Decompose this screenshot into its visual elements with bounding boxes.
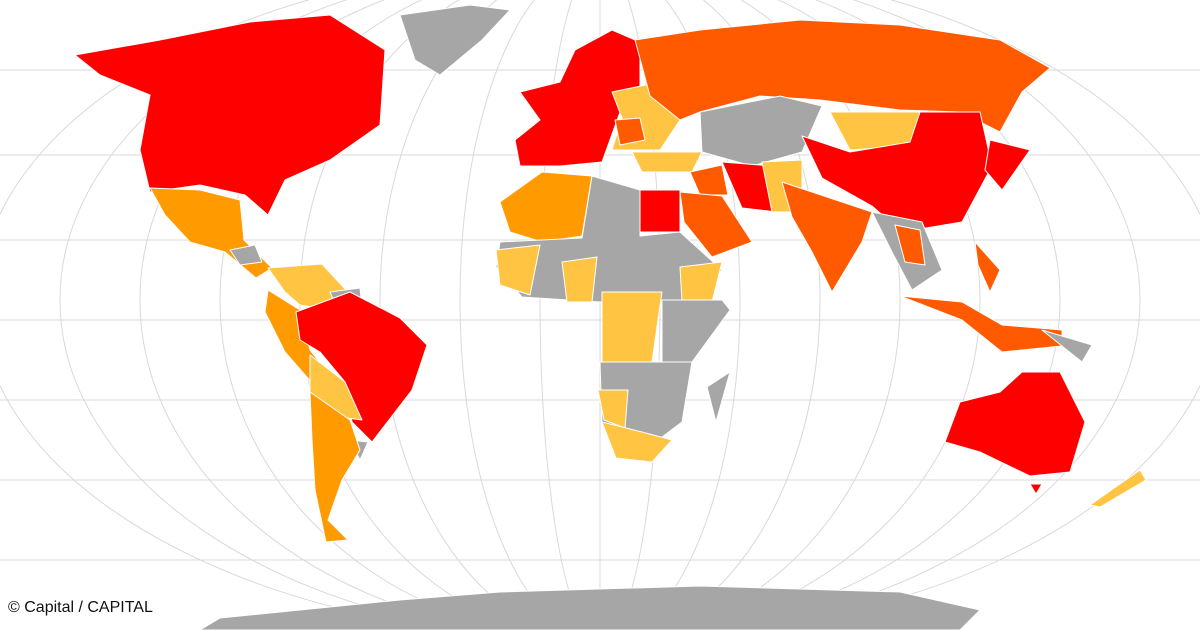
region-tasmania (1029, 483, 1043, 495)
region-brazil (295, 291, 428, 443)
region-vietnam-thailand (894, 224, 926, 266)
region-australia (944, 371, 1086, 477)
region-madagascar (706, 371, 731, 423)
region-north-america (74, 14, 386, 216)
region-turkey (631, 151, 703, 173)
meridian (379, 0, 821, 630)
region-central-africa (601, 291, 663, 363)
meridian (59, 0, 1141, 630)
meridian (219, 0, 981, 630)
region-japan-korea (984, 139, 1031, 191)
region-argentina-chile (309, 391, 361, 543)
region-iraq-syria (689, 164, 729, 196)
region-north-africa-west (499, 171, 593, 243)
region-south-africa (601, 421, 673, 463)
region-papua-new-guinea (1041, 329, 1093, 363)
regions (74, 4, 1147, 630)
region-india (781, 181, 873, 293)
region-philippines (974, 241, 1001, 293)
region-east-africa (661, 299, 731, 373)
region-indonesia (899, 295, 1063, 353)
region-egypt (639, 189, 681, 233)
region-new-zealand (1089, 469, 1147, 508)
region-balkans (614, 117, 646, 146)
region-west-africa (495, 244, 541, 296)
region-nigeria (561, 256, 598, 303)
region-saudi-arabia (679, 191, 753, 258)
copyright-caption: © Capital / CAPITAL (8, 599, 153, 616)
region-caribbean (229, 244, 263, 266)
region-greenland (399, 4, 511, 76)
meridian (139, 0, 1061, 630)
region-ethiopia (679, 261, 723, 303)
meridian (459, 0, 741, 630)
region-antarctica (199, 585, 981, 630)
